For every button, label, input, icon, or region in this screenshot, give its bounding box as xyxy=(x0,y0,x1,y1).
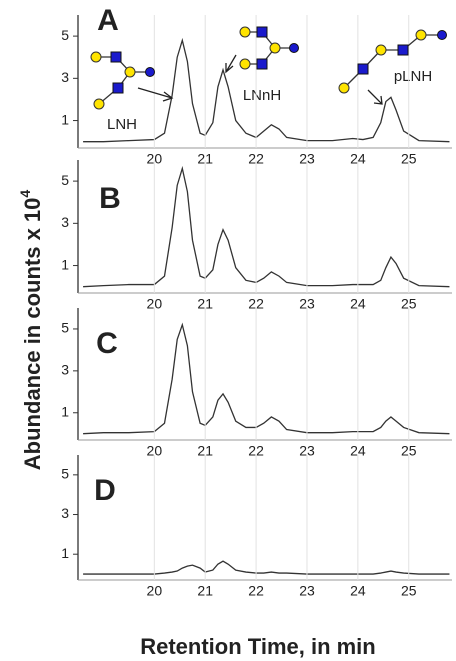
arrows xyxy=(137,54,383,105)
x-tick-label: 24 xyxy=(350,443,366,459)
chromatogram-line xyxy=(83,37,450,143)
x-tick-label: 24 xyxy=(350,296,366,312)
y-tick-label: 3 xyxy=(61,505,69,521)
glycan-lnnh xyxy=(239,26,299,70)
x-tick-label: 25 xyxy=(401,583,417,599)
glycan-plnh xyxy=(338,29,447,94)
y-tick-label: 3 xyxy=(61,362,69,378)
x-tick-label: 23 xyxy=(299,296,315,312)
x-tick-label: 20 xyxy=(147,583,163,599)
x-tick-label: 23 xyxy=(299,443,315,459)
x-axis-title: Retention Time, in min xyxy=(140,634,376,659)
x-tick-label: 25 xyxy=(401,296,417,312)
y-tick-label: 1 xyxy=(61,256,69,272)
x-tick-label: 22 xyxy=(248,443,264,459)
chromatogram-line xyxy=(83,560,450,575)
x-tick-label: 23 xyxy=(299,151,315,167)
y-tick-label: 5 xyxy=(61,172,69,188)
x-tick-label: 21 xyxy=(197,583,213,599)
x-tick-label: 20 xyxy=(147,296,163,312)
x-tick-label: 20 xyxy=(147,443,163,459)
y-tick-label: 1 xyxy=(61,111,69,127)
peak-annotation: LNnH xyxy=(243,87,281,104)
x-tick-label: 24 xyxy=(350,583,366,599)
y-tick-label: 5 xyxy=(61,320,69,336)
x-tick-label: 21 xyxy=(197,296,213,312)
peak-annotation: LNH xyxy=(107,116,137,133)
x-tick-label: 22 xyxy=(248,583,264,599)
y-tick-label: 5 xyxy=(61,27,69,43)
x-tick-label: 21 xyxy=(197,151,213,167)
panel-letter: B xyxy=(99,182,121,215)
x-tick-label: 22 xyxy=(248,151,264,167)
x-tick-label: 23 xyxy=(299,583,315,599)
y-tick-label: 3 xyxy=(61,69,69,85)
x-tick-label: 20 xyxy=(147,151,163,167)
y-tick-label: 5 xyxy=(61,466,69,482)
x-tick-label: 22 xyxy=(248,296,264,312)
x-tick-label: 21 xyxy=(197,443,213,459)
x-tick-label: 25 xyxy=(401,151,417,167)
peak-annotation: pLNH xyxy=(394,68,432,85)
x-tick-label: 25 xyxy=(401,443,417,459)
x-tick-label: 24 xyxy=(350,151,366,167)
chromatogram-line xyxy=(83,322,450,435)
y-tick-label: 1 xyxy=(61,545,69,561)
y-axis-title: Abundance in counts x 104 xyxy=(17,190,45,471)
y-axis-title-exponent: 4 xyxy=(17,190,33,198)
y-axis-title-text: Abundance in counts x 10 xyxy=(20,198,45,471)
panel-letter: C xyxy=(96,327,118,360)
glycan-lnh xyxy=(90,51,155,110)
y-tick-label: 3 xyxy=(61,214,69,230)
chromatogram-line xyxy=(83,165,450,288)
panel-letter: A xyxy=(97,4,119,37)
y-tick-label: 1 xyxy=(61,403,69,419)
panel-letter: D xyxy=(94,474,116,507)
